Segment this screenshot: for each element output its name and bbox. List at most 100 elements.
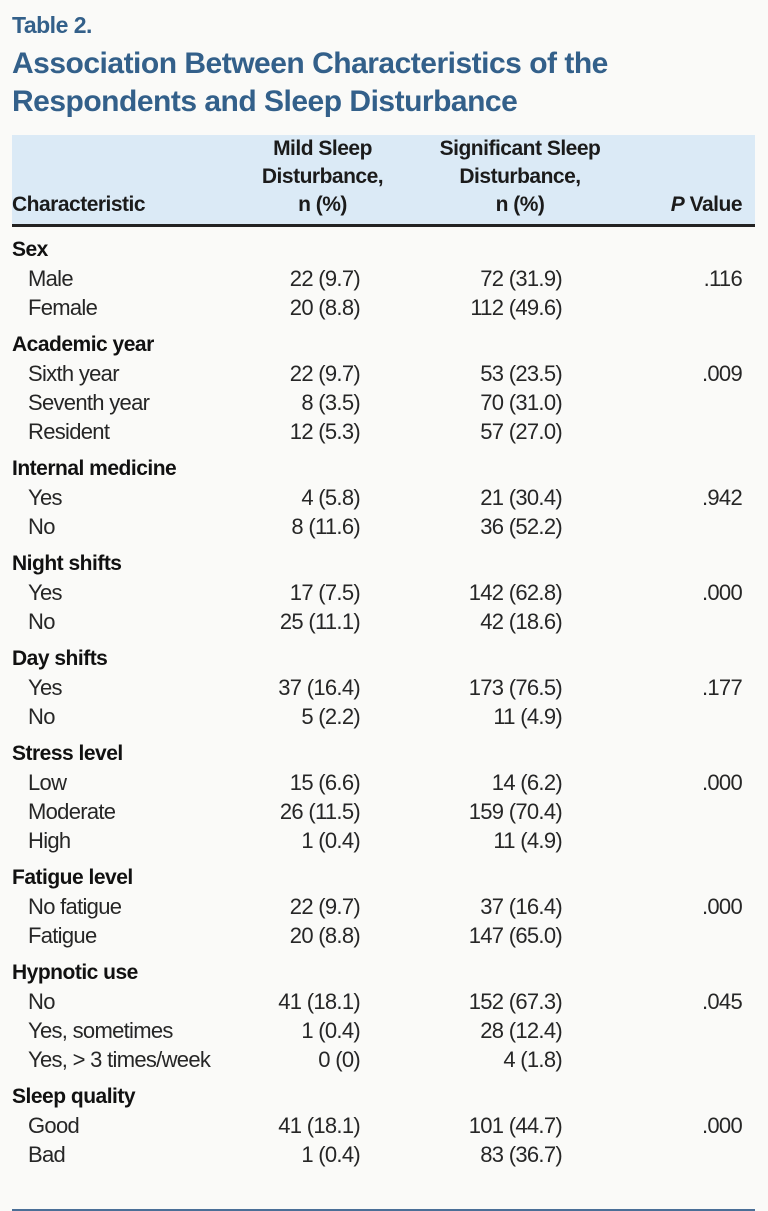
pvalue-cell: .116 [703, 266, 743, 291]
pvalue-cell [640, 293, 755, 322]
table-row: No 5 (2.2) 11 (4.9) [12, 702, 755, 731]
section-row: Academic year [12, 322, 755, 359]
significant-count-cell: 11 (4.9) [493, 828, 562, 853]
table-row: Yes 4 (5.8) 21 (30.4) .942 [12, 483, 755, 512]
characteristic-cell: Good [28, 1113, 80, 1138]
section-label: Stress level [12, 742, 123, 765]
pvalue-cell [640, 826, 755, 855]
mild-count-cell: 15 (6.6) [289, 770, 361, 795]
pvalue-cell: .000 [701, 770, 743, 795]
pvalue-header-p: P [670, 193, 685, 216]
table-row: Yes, > 3 times/week 0 (0) 4 (1.8) [12, 1045, 755, 1074]
column-header-significant-line2: Disturbance, [459, 165, 581, 188]
characteristic-cell: Yes [28, 675, 62, 700]
mild-count-cell: 41 (18.1) [278, 1113, 360, 1138]
characteristic-cell: No [28, 514, 55, 539]
characteristic-cell: Seventh year [28, 390, 150, 415]
column-header-significant: Significant Sleep Disturbance, n (%) [400, 135, 640, 219]
significant-count-cell: 36 (52.2) [480, 514, 562, 539]
mild-count-cell: 1 (0.4) [301, 828, 360, 853]
significant-count-cell: 4 (1.8) [503, 1047, 562, 1072]
characteristic-cell: Sixth year [28, 361, 120, 386]
significant-count-cell: 21 (30.4) [480, 485, 562, 510]
table-row: No 41 (18.1) 152 (67.3) .045 [12, 987, 755, 1016]
significant-count-cell: 11 (4.9) [493, 704, 562, 729]
significant-count-cell: 159 (70.4) [468, 799, 563, 824]
mild-count-cell: 22 (9.7) [289, 894, 361, 919]
table-row: Bad 1 (0.4) 83 (36.7) [12, 1140, 755, 1169]
characteristic-cell: Resident [28, 419, 110, 444]
table-row: Yes 37 (16.4) 173 (76.5) .177 [12, 673, 755, 702]
significant-count-cell: 142 (62.8) [468, 580, 563, 605]
mild-count-cell: 8 (11.6) [291, 514, 360, 539]
table-header-row: Characteristic Mild Sleep Disturbance, n… [12, 135, 755, 227]
table-row: No fatigue 22 (9.7) 37 (16.4) .000 [12, 892, 755, 921]
table-title: Association Between Characteristics of t… [12, 47, 608, 118]
section-label: Academic year [12, 333, 154, 356]
table-row: Good 41 (18.1) 101 (44.7) .000 [12, 1111, 755, 1140]
section-row: Day shifts [12, 636, 755, 673]
significant-count-cell: 147 (65.0) [468, 923, 563, 948]
pvalue-cell: .000 [701, 1113, 743, 1138]
table-row: Sixth year 22 (9.7) 53 (23.5) .009 [12, 359, 755, 388]
mild-count-cell: 12 (5.3) [289, 419, 361, 444]
table-row: High 1 (0.4) 11 (4.9) [12, 826, 755, 855]
section-label: Night shifts [12, 552, 122, 575]
characteristic-cell: No [28, 609, 55, 634]
significant-count-cell: 72 (31.9) [480, 266, 562, 291]
section-row: Internal medicine [12, 446, 755, 483]
characteristic-cell: Yes [28, 580, 62, 605]
mild-count-cell: 0 (0) [318, 1047, 360, 1072]
characteristic-cell: Moderate [28, 799, 116, 824]
column-header-significant-line1: Significant Sleep [439, 137, 601, 160]
significant-count-cell: 152 (67.3) [468, 989, 563, 1014]
section-label: Hypnotic use [12, 961, 138, 984]
significant-count-cell: 57 (27.0) [480, 419, 562, 444]
pvalue-header-value: Value [684, 193, 743, 216]
characteristic-cell: No fatigue [28, 894, 122, 919]
pvalue-cell [640, 1016, 755, 1045]
column-header-characteristic: Characteristic [12, 193, 146, 216]
characteristic-cell: Yes [28, 485, 62, 510]
section-row: Night shifts [12, 541, 755, 578]
pvalue-cell: .000 [701, 894, 743, 919]
column-header-mild-line2: Disturbance, [261, 165, 384, 188]
section-label: Fatigue level [12, 866, 133, 889]
characteristic-cell: Fatigue [28, 923, 97, 948]
section-row: Stress level [12, 731, 755, 768]
section-label: Internal medicine [12, 457, 177, 480]
column-header-mild-line3: n (%) [298, 193, 347, 216]
table-row: Moderate 26 (11.5) 159 (70.4) [12, 797, 755, 826]
mild-count-cell: 5 (2.2) [301, 704, 360, 729]
significant-count-cell: 28 (12.4) [480, 1018, 562, 1043]
table-row: Seventh year 8 (3.5) 70 (31.0) [12, 388, 755, 417]
column-header-mild: Mild Sleep Disturbance, n (%) [245, 135, 400, 219]
characteristic-cell: No [28, 704, 55, 729]
pvalue-cell [640, 1140, 755, 1169]
pvalue-cell [640, 702, 755, 731]
significant-count-cell: 101 (44.7) [468, 1113, 563, 1138]
table-row: Fatigue 20 (8.8) 147 (65.0) [12, 921, 755, 950]
significant-count-cell: 42 (18.6) [480, 609, 562, 634]
significant-count-cell: 70 (31.0) [480, 390, 562, 415]
table-row: No 25 (11.1) 42 (18.6) [12, 607, 755, 636]
characteristic-cell: No [28, 989, 55, 1014]
column-header-pvalue: P Value [640, 191, 755, 219]
column-header-mild-line1: Mild Sleep [273, 137, 372, 160]
characteristic-cell: High [28, 828, 71, 853]
mild-count-cell: 4 (5.8) [301, 485, 360, 510]
significant-count-cell: 112 (49.6) [470, 295, 562, 320]
mild-count-cell: 1 (0.4) [301, 1018, 360, 1043]
mild-count-cell: 17 (7.5) [289, 580, 361, 605]
characteristic-cell: Yes, > 3 times/week [28, 1047, 211, 1072]
pvalue-cell: .045 [701, 989, 743, 1014]
mild-count-cell: 25 (11.1) [279, 609, 361, 634]
table-row: Male 22 (9.7) 72 (31.9) .116 [12, 264, 755, 293]
column-header-significant-line3: n (%) [495, 193, 545, 216]
pvalue-cell [640, 797, 755, 826]
table-row: Yes 17 (7.5) 142 (62.8) .000 [12, 578, 755, 607]
characteristic-cell: Male [28, 266, 74, 291]
characteristic-cell: Yes, sometimes [28, 1018, 173, 1043]
table-body: Sex Male 22 (9.7) 72 (31.9) .116 Female 20 (8.… [12, 227, 755, 1169]
